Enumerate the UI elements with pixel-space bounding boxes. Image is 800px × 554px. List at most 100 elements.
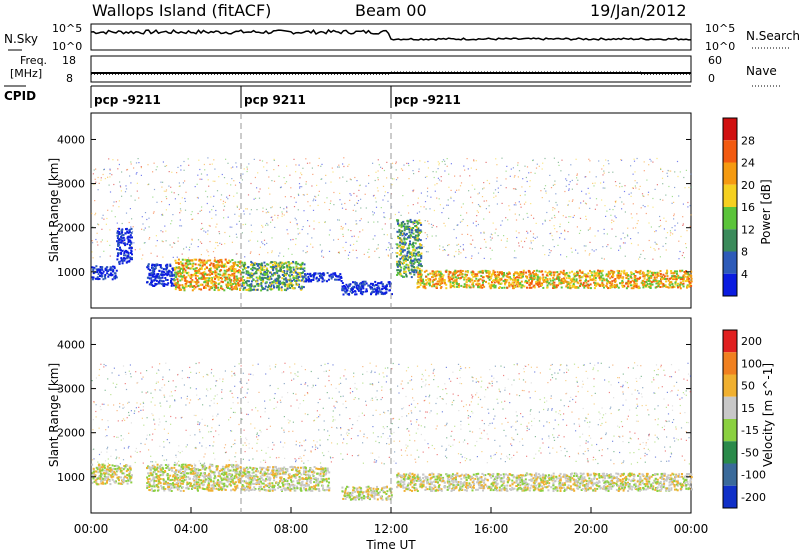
scatter-point <box>551 235 553 237</box>
band-cell <box>375 289 378 291</box>
band-cell <box>661 282 664 285</box>
band-cell <box>243 282 246 285</box>
band-cell <box>204 287 207 289</box>
band-cell <box>406 254 408 257</box>
band-cell <box>452 281 454 284</box>
band-cell <box>528 279 530 282</box>
band-cell <box>641 282 644 285</box>
band-cell <box>161 276 164 279</box>
band-cell <box>101 268 104 271</box>
scatter-point <box>643 161 645 163</box>
scatter-point <box>645 212 647 215</box>
band-cell <box>127 255 130 258</box>
scatter-point <box>92 226 94 228</box>
band-cell <box>289 286 292 289</box>
band-cell <box>407 235 410 238</box>
band-cell <box>419 254 422 257</box>
scatter-point <box>654 441 656 443</box>
band-cell <box>598 284 601 287</box>
band-cell <box>182 266 185 269</box>
scatter-point <box>268 187 270 189</box>
scatter-point <box>262 243 264 245</box>
scatter-point <box>475 160 477 162</box>
band-cell <box>613 270 616 273</box>
band-cell <box>198 259 201 262</box>
scatter-point <box>384 217 386 219</box>
band-cell <box>283 278 286 281</box>
band-cell <box>553 278 556 281</box>
scatter-point <box>273 159 275 161</box>
scatter-point <box>655 230 657 232</box>
scatter-point <box>269 193 271 195</box>
band-cell <box>111 278 114 281</box>
scatter-point <box>466 158 468 160</box>
scatter-point <box>527 364 530 366</box>
scatter-point <box>615 217 617 219</box>
band-cell <box>445 283 448 286</box>
band-cell <box>344 287 347 290</box>
band-cell <box>187 284 190 287</box>
band-cell <box>155 283 158 286</box>
band-cell <box>685 270 688 273</box>
scatter-point <box>564 190 566 193</box>
cpid-segment-label: pcp 9211 <box>244 93 306 107</box>
scatter-point <box>260 231 262 233</box>
scatter-point <box>264 459 266 461</box>
scatter-point <box>618 381 620 384</box>
band-cell <box>302 277 304 280</box>
scatter-point <box>278 456 280 459</box>
scatter-point <box>458 253 460 255</box>
scatter-point <box>652 197 654 200</box>
band-cell <box>288 265 291 268</box>
scatter-point <box>588 254 590 256</box>
band-cell <box>617 274 620 277</box>
scatter-point <box>296 224 298 226</box>
band-cell <box>476 274 479 277</box>
scatter-point <box>235 233 237 235</box>
band-cell <box>493 271 496 274</box>
scatter-point <box>165 230 167 232</box>
band-cell <box>157 281 160 284</box>
band-cell <box>375 292 378 295</box>
scatter-point <box>215 214 217 216</box>
scatter-point <box>173 242 175 244</box>
band-cell <box>255 270 257 273</box>
band-cell <box>659 270 662 273</box>
scatter-point <box>614 200 616 203</box>
band-cell <box>592 274 595 277</box>
band-cell <box>131 257 133 259</box>
band-cell <box>413 266 415 269</box>
band-cell <box>221 288 224 291</box>
band-cell <box>530 282 533 285</box>
scatter-point <box>665 194 667 196</box>
band-cell <box>149 269 152 272</box>
band-cell <box>535 272 538 275</box>
scatter-point <box>314 195 316 197</box>
band-cell <box>164 272 167 275</box>
scatter-point <box>526 212 528 215</box>
scatter-point <box>475 168 477 171</box>
scatter-point <box>621 208 623 210</box>
scatter-point <box>359 184 361 186</box>
band-cell <box>176 281 179 284</box>
band-cell <box>253 288 255 291</box>
scatter-point <box>197 239 200 241</box>
band-cell <box>405 275 408 278</box>
band-cell <box>203 273 206 276</box>
scatter-point <box>469 175 471 177</box>
band-cell <box>260 284 263 287</box>
band-cell <box>616 285 619 288</box>
band-cell <box>538 281 541 284</box>
band-cell <box>283 266 286 269</box>
scatter-point <box>491 249 493 251</box>
scatter-point <box>460 420 462 422</box>
scatter-point <box>684 459 686 461</box>
band-cell <box>195 270 198 272</box>
scatter-point <box>497 191 499 193</box>
band-cell <box>258 266 261 269</box>
band-cell <box>482 281 484 284</box>
band-cell <box>295 279 298 282</box>
scatter-point <box>219 242 221 244</box>
band-cell <box>465 281 468 284</box>
band-cell <box>266 289 269 292</box>
